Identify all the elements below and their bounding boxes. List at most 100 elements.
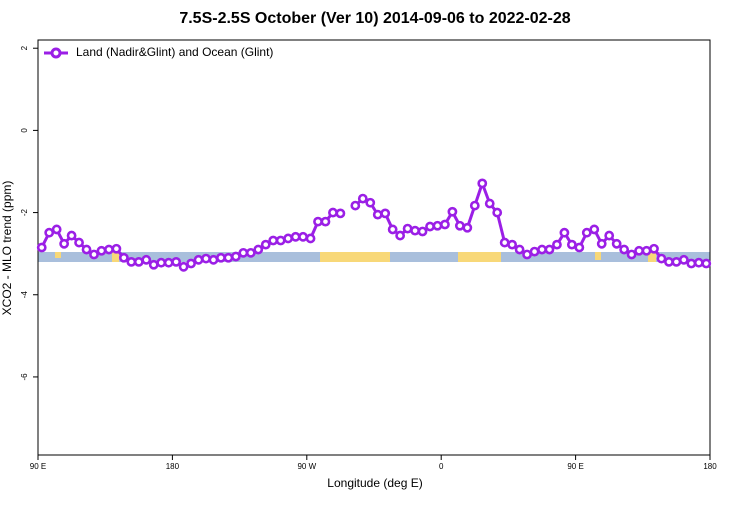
data-point bbox=[96, 245, 107, 256]
data-point bbox=[395, 230, 406, 241]
data-point bbox=[148, 259, 159, 270]
x-tick-label: 180 bbox=[703, 462, 717, 471]
y-tick-label: -6 bbox=[20, 373, 29, 381]
data-point bbox=[656, 253, 667, 264]
data-point bbox=[671, 256, 682, 267]
land-strip bbox=[595, 252, 601, 260]
data-point bbox=[133, 256, 144, 267]
data-point bbox=[462, 222, 473, 233]
data-point bbox=[260, 239, 271, 250]
data-point bbox=[89, 249, 99, 260]
data-point bbox=[268, 235, 279, 246]
x-tick-label: 90 E bbox=[30, 462, 46, 471]
data-point bbox=[566, 239, 577, 250]
data-point bbox=[440, 219, 450, 230]
data-point bbox=[298, 231, 308, 242]
data-point bbox=[104, 244, 114, 255]
y-tick-label: -4 bbox=[20, 291, 29, 299]
data-point bbox=[156, 257, 167, 268]
data-point bbox=[425, 221, 435, 232]
data-point bbox=[634, 245, 644, 256]
data-point bbox=[552, 239, 562, 250]
data-point bbox=[484, 198, 495, 209]
data-point bbox=[410, 225, 420, 236]
y-tick-label: 0 bbox=[20, 128, 29, 133]
data-point bbox=[118, 252, 129, 263]
data-point bbox=[581, 227, 592, 238]
x-tick-label: 90 W bbox=[297, 462, 316, 471]
data-point bbox=[216, 252, 226, 263]
data-point bbox=[74, 237, 84, 248]
data-point bbox=[387, 224, 398, 235]
data-point bbox=[649, 243, 659, 254]
data-point bbox=[201, 253, 211, 264]
data-point bbox=[469, 200, 480, 211]
x-axis-label: Longitude (deg E) bbox=[327, 476, 422, 490]
data-point bbox=[230, 251, 241, 262]
data-point bbox=[365, 197, 376, 208]
data-point bbox=[432, 220, 443, 231]
y-tick-label: 2 bbox=[20, 45, 29, 50]
data-point bbox=[678, 254, 689, 265]
data-point bbox=[454, 220, 465, 231]
data-point bbox=[163, 257, 174, 268]
data-point bbox=[44, 227, 55, 238]
data-point bbox=[141, 254, 152, 265]
data-point bbox=[313, 216, 323, 227]
data-point bbox=[283, 233, 294, 244]
data-point bbox=[701, 258, 712, 269]
data-point bbox=[253, 244, 264, 255]
data-point bbox=[537, 244, 547, 255]
data-point bbox=[589, 224, 600, 235]
data-point bbox=[372, 209, 383, 220]
data-point bbox=[574, 242, 585, 253]
data-point bbox=[686, 258, 697, 269]
land-ocean-strip bbox=[38, 252, 710, 262]
land-strip bbox=[320, 252, 390, 262]
data-point bbox=[335, 208, 346, 219]
data-point bbox=[514, 244, 525, 255]
data-point bbox=[492, 207, 503, 218]
data-point bbox=[417, 226, 428, 237]
data-point bbox=[693, 257, 704, 268]
data-point bbox=[320, 216, 331, 227]
data-point bbox=[626, 249, 637, 260]
data-point bbox=[641, 245, 652, 256]
data-point bbox=[380, 208, 391, 219]
data-point bbox=[544, 244, 555, 255]
data-point bbox=[611, 238, 622, 249]
x-tick-label: 0 bbox=[439, 462, 444, 471]
data-point bbox=[596, 238, 607, 249]
land-strip bbox=[648, 252, 656, 262]
data-point bbox=[507, 239, 518, 250]
legend: Land (Nadir&Glint) and Ocean (Glint) bbox=[44, 45, 273, 59]
data-point bbox=[664, 256, 674, 267]
data-point bbox=[126, 256, 137, 267]
data-point bbox=[111, 243, 122, 254]
legend-label: Land (Nadir&Glint) and Ocean (Glint) bbox=[76, 45, 273, 59]
data-point bbox=[186, 258, 196, 269]
data-point bbox=[51, 224, 62, 235]
x-tick-label: 90 E bbox=[567, 462, 583, 471]
data-point bbox=[559, 227, 570, 238]
data-point bbox=[193, 254, 204, 265]
data-point bbox=[522, 249, 532, 260]
data-point bbox=[350, 200, 361, 211]
data-point bbox=[477, 178, 488, 189]
data-point bbox=[447, 206, 458, 217]
data-point bbox=[171, 256, 182, 267]
chart-title: 7.5S-2.5S October (Ver 10) 2014-09-06 to… bbox=[179, 10, 570, 27]
legend-marker bbox=[50, 47, 62, 59]
land-strip bbox=[458, 252, 501, 262]
x-tick-label: 180 bbox=[166, 462, 180, 471]
data-point bbox=[59, 238, 70, 249]
data-point bbox=[305, 233, 316, 244]
data-point bbox=[36, 242, 47, 253]
data-point bbox=[604, 230, 615, 241]
data-point bbox=[178, 261, 189, 272]
data-point bbox=[238, 247, 249, 258]
data-point bbox=[223, 252, 234, 263]
data-point bbox=[619, 244, 630, 255]
data-point bbox=[402, 223, 413, 234]
